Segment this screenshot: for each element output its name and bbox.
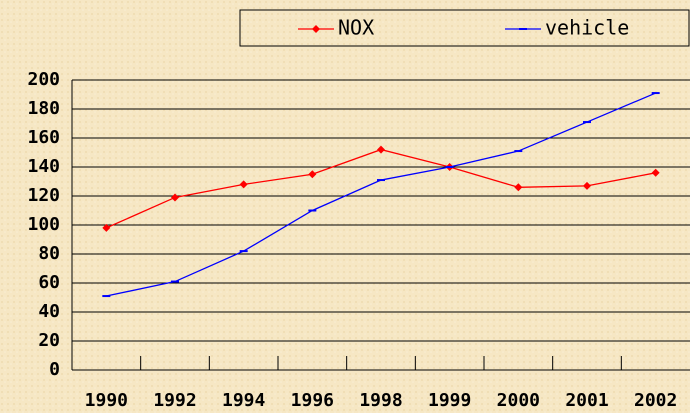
- x-tick-label: 1996: [291, 390, 334, 411]
- y-tick-label: 60: [38, 272, 60, 293]
- x-tick-label: 1998: [359, 390, 402, 411]
- x-tick-label: 2002: [634, 390, 677, 411]
- y-tick-label: 80: [38, 243, 60, 264]
- point: [239, 180, 248, 189]
- y-tick-label: 180: [27, 98, 60, 119]
- legend-label: vehicle: [545, 16, 629, 40]
- legend-box: [239, 9, 690, 47]
- x-tick-label: 1990: [85, 390, 128, 411]
- point: [308, 170, 317, 179]
- y-tick-label: 120: [27, 185, 60, 206]
- x-tick-label: 1999: [428, 390, 471, 411]
- x-tick-label: 1992: [153, 390, 196, 411]
- y-tick-label: 200: [27, 69, 60, 90]
- point: [583, 181, 591, 190]
- legend-label: NOX: [338, 16, 374, 40]
- y-tick-label: 100: [27, 214, 60, 235]
- point: [377, 145, 385, 154]
- x-tick-label: 2000: [497, 390, 540, 411]
- point: [171, 193, 179, 202]
- legend-marker: [312, 25, 320, 33]
- point: [514, 183, 523, 192]
- y-tick-label: 0: [49, 359, 60, 380]
- point: [651, 168, 660, 177]
- y-tick-label: 40: [38, 301, 60, 322]
- x-tick-label: 2001: [565, 390, 608, 411]
- point: [102, 223, 111, 232]
- y-tick-label: 140: [27, 156, 60, 177]
- legend: [239, 9, 690, 47]
- y-tick-label: 160: [27, 127, 60, 148]
- x-tick-label: 1994: [222, 390, 266, 411]
- y-tick-label: 20: [38, 330, 60, 351]
